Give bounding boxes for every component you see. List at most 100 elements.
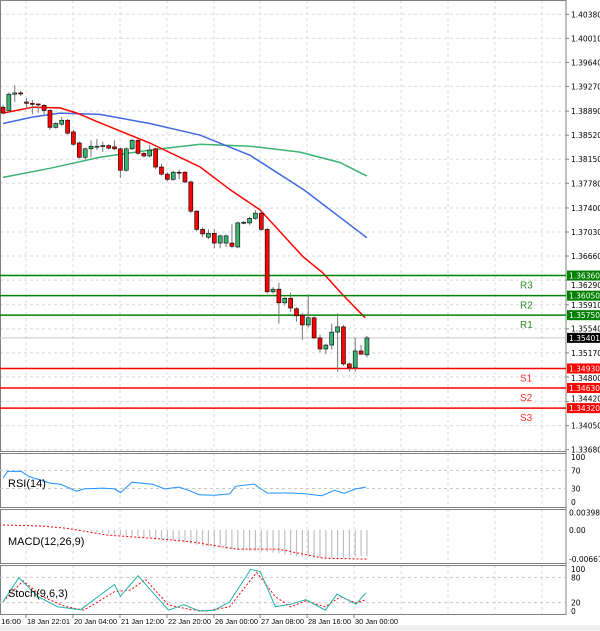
candle: [206, 229, 211, 240]
candle: [6, 92, 12, 114]
price-tick-label: 1.40380: [571, 10, 600, 19]
bullish-candle-body: [253, 212, 258, 219]
panel-border: [0, 565, 567, 615]
bullish-candle-body: [352, 350, 358, 369]
pivot-price-tag: [567, 382, 600, 393]
candle: [59, 116, 65, 127]
candle: [141, 152, 147, 158]
candle: [165, 172, 170, 182]
candle: [35, 103, 41, 114]
bullish-candle-body: [88, 145, 94, 150]
candle: [329, 323, 335, 350]
bearish-candle-body: [30, 103, 35, 105]
candle: [106, 144, 111, 150]
candle: [170, 170, 176, 181]
time-tick-label: 21 Jan 12:00: [121, 617, 164, 626]
bearish-candle-body: [347, 363, 352, 369]
price-tick-label: 1.35540: [571, 324, 600, 333]
candle: [41, 103, 47, 115]
stoch-tick-label: 20: [571, 599, 581, 608]
bullish-candle-body: [6, 93, 12, 111]
bullish-candle-body: [235, 222, 241, 248]
panel-border: [0, 509, 567, 564]
price-axis[interactable]: 1.40380 1.40010 1.39640 1.39270 1.38890 1.385…: [566, 10, 600, 455]
bullish-candle-body: [82, 148, 88, 158]
bullish-candle-body: [270, 288, 276, 293]
bearish-candle-body: [300, 314, 305, 326]
pivot-price-tag: [567, 310, 600, 321]
rsi-tick-label: 30: [571, 485, 581, 494]
bearish-candle-body: [258, 212, 264, 230]
candle: [100, 141, 106, 153]
bullish-candle-body: [329, 331, 335, 346]
bearish-candle-body: [165, 173, 170, 180]
candle: [118, 147, 123, 179]
bearish-candle-body: [65, 119, 70, 134]
candle: [47, 109, 53, 130]
bearish-candle-body: [153, 148, 158, 168]
bullish-candle-body: [364, 337, 370, 356]
candle: [323, 343, 329, 355]
price-tick-label: 1.34800: [571, 374, 600, 383]
macd-tick-label: -0.006679: [569, 555, 600, 564]
bearish-candle-body: [200, 229, 205, 235]
bullish-candle-body: [94, 145, 100, 148]
bearish-candle-body: [358, 350, 364, 355]
rsi-tick-label: 70: [571, 467, 581, 476]
candle: [212, 229, 217, 249]
pivot-label-s1: S1: [520, 373, 533, 384]
macd-signal-line: [2, 524, 367, 560]
time-axis[interactable]: 16:00 18 Jan 22:01 20 Jan 04:00 21 Jan 12:0…: [1, 614, 398, 626]
bearish-candle-body: [71, 131, 76, 145]
bearish-candle-body: [35, 103, 41, 106]
price-tick-label: 1.40010: [571, 34, 600, 43]
price-tick-label: 1.37400: [571, 204, 600, 213]
price-tick-label: 1.37780: [571, 179, 600, 188]
candle: [135, 139, 141, 155]
candle: [12, 85, 18, 103]
candle: [364, 335, 370, 358]
time-tick-label: 26 Jan 00:00: [215, 617, 258, 626]
candle: [317, 334, 323, 353]
candle: [347, 362, 352, 372]
price-tick-label: 1.39270: [571, 82, 600, 91]
candle: [241, 220, 246, 225]
time-tick-label: 27 Jan 08:00: [261, 617, 304, 626]
bullish-candle-body: [282, 297, 288, 304]
bullish-candle-body: [147, 149, 153, 157]
bullish-candle-body: [59, 119, 65, 125]
pivot-label-r2: R2: [520, 301, 533, 312]
candle: [129, 139, 135, 151]
candle: [176, 169, 182, 180]
macd-tick-label: 0.003981: [569, 509, 600, 518]
bearish-candle-body: [141, 153, 147, 157]
rsi-label: RSI(14): [8, 478, 46, 490]
time-tick-label: 20 Jan 04:00: [74, 617, 117, 626]
candle: [65, 118, 70, 135]
bullish-candle-body: [100, 145, 106, 147]
candle: [88, 140, 94, 158]
grid-lines: [0, 0, 566, 614]
last-price-tag: [567, 332, 600, 343]
scrollbar: [0, 625, 600, 631]
candle: [235, 221, 241, 249]
bearish-candle-body: [112, 146, 117, 150]
bearish-candle-body: [176, 171, 182, 174]
bearish-candle-body: [194, 210, 200, 230]
time-tick-label: 22 Jan 20:00: [168, 617, 211, 626]
candle: [200, 227, 205, 238]
bearish-candle-body: [106, 145, 111, 149]
moving-averages: [2, 106, 368, 319]
rsi-line: [2, 470, 366, 497]
candle: [258, 211, 264, 231]
price-tick-label: 1.38520: [571, 131, 600, 140]
candle: [18, 90, 23, 97]
pivot-levels: R3 R2 R1 S1 S2 S3: [0, 274, 566, 424]
pivot-label-s3: S3: [520, 413, 533, 424]
candle: [153, 147, 158, 169]
candle: [264, 228, 270, 294]
candle: [311, 316, 317, 340]
bullish-candle-body: [12, 92, 18, 95]
